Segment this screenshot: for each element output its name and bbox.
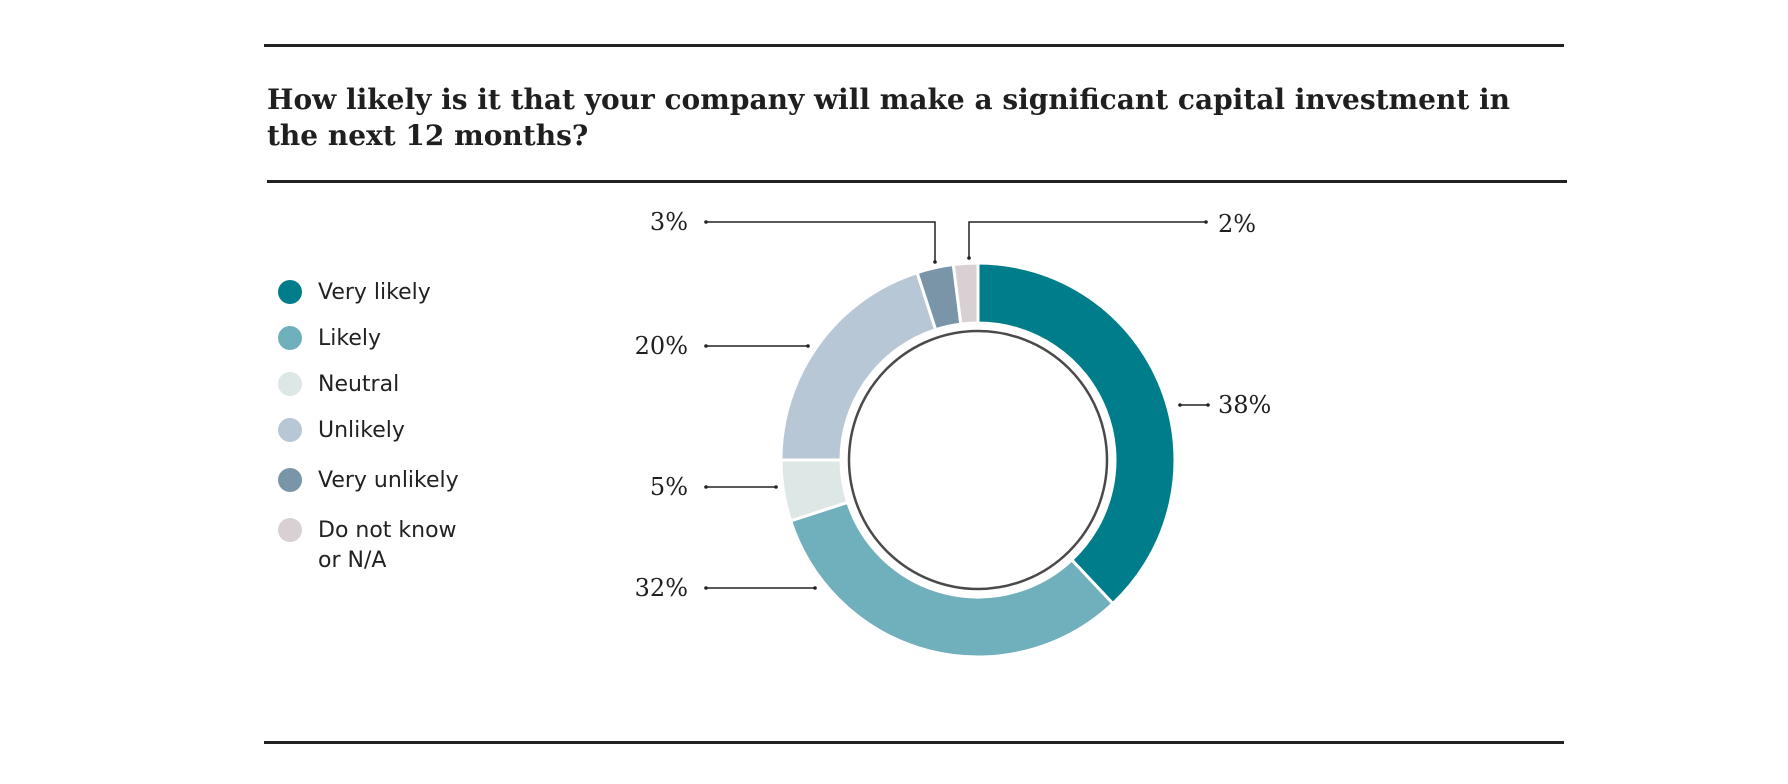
legend-swatch-very-unlikely [278,468,302,492]
legend-label-likely: Likely [318,326,381,351]
legend-swatch-do-not-know [278,518,302,542]
leader-dot-likely [813,586,817,590]
leader-dot-neutral [704,485,708,489]
inner-ring [847,329,1109,591]
leader-dot-unlikely [704,344,708,348]
percent-label-neutral: 5% [650,473,688,501]
legend-swatch-unlikely [278,418,302,442]
legend-label-do-not-know: Do not know or N/A [318,518,457,573]
leader-dot-very-unlikely [933,260,937,264]
title-rule [267,180,1567,183]
legend-item-likely: Likely [278,324,478,354]
leader-dot-neutral [774,485,778,489]
leader-lines [704,220,1210,590]
legend-swatch-very-likely [278,280,302,304]
percent-label-unlikely: 20% [635,332,688,360]
percent-label-very-likely: 38% [1218,391,1271,419]
legend-swatch-neutral [278,372,302,396]
slice-do-not-know-or-n-a [951,261,980,326]
slice-very-likely [976,261,1177,606]
chart-title: How likely is it that your company will … [267,83,1511,152]
leader-dot-very-likely [1178,403,1182,407]
leader-dot-unlikely [806,344,810,348]
legend-item-very-unlikely: Very unlikely [278,466,478,496]
percent-label-very-unlikely: 3% [650,208,688,236]
donut-slices [779,261,1177,659]
legend-item-unlikely: Unlikely [278,416,478,446]
percent-labels: 38% 32% 5% 20% 3% 2% [635,208,1272,602]
percent-label-do-not-know-or-n-a: 2% [1218,210,1256,238]
leader-dot-do-not-know-or-n-a [967,256,971,260]
legend-label-very-likely: Very likely [318,280,431,305]
leader-dot-very-unlikely [704,220,708,224]
legend-label-very-unlikely: Very unlikely [318,468,459,493]
legend-label-unlikely: Unlikely [318,418,405,443]
legend-item-do-not-know: Do not know or N/A [278,516,478,576]
top-rule [264,44,1564,47]
leader-line-do-not-know-or-n-a [968,221,1206,258]
percent-label-likely: 32% [635,574,688,602]
legend-item-neutral: Neutral [278,370,478,400]
legend-label-neutral: Neutral [318,372,400,397]
leader-dot-likely [704,586,708,590]
bottom-rule [264,741,1564,744]
leader-dot-do-not-know-or-n-a [1204,220,1208,224]
leader-dot-very-likely [1206,403,1210,407]
slice-likely [788,500,1115,659]
legend-item-very-likely: Very likely [278,278,478,308]
leader-line-very-unlikely [706,221,936,262]
slice-unlikely [779,270,938,462]
legend-swatch-likely [278,326,302,350]
